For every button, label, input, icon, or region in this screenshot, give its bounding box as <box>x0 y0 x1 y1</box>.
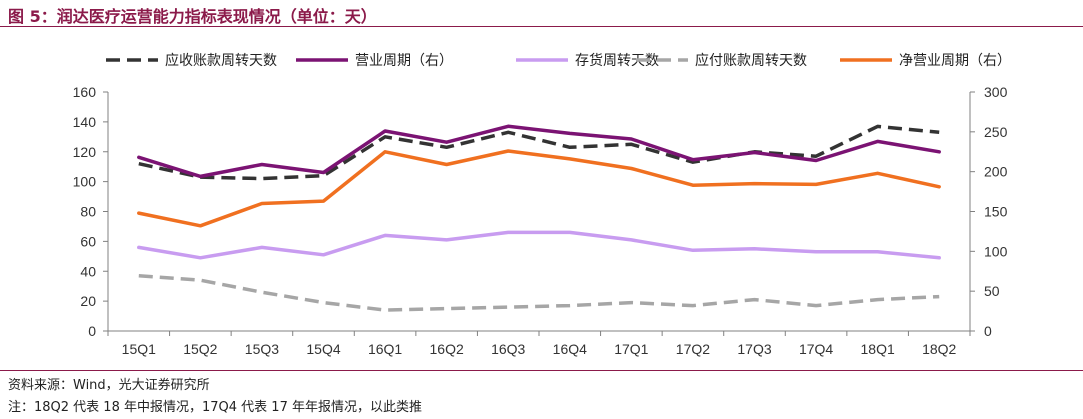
right-tick-label: 200 <box>984 164 1008 180</box>
x-tick-label: 18Q2 <box>922 341 956 357</box>
left-tick-label: 40 <box>80 263 96 279</box>
series-line-3 <box>137 230 941 260</box>
x-tick-label: 16Q1 <box>368 341 402 357</box>
left-tick-label: 20 <box>80 293 96 309</box>
footnote: 注：18Q2 代表 18 年中报情况，17Q4 代表 17 年年报情况，以此类推 <box>8 400 422 415</box>
x-tick-label: 15Q3 <box>245 341 279 357</box>
x-tick-label: 18Q1 <box>861 341 895 357</box>
left-tick-label: 140 <box>73 114 97 130</box>
bottom-rule <box>0 370 1083 371</box>
series-layer <box>137 124 941 312</box>
x-tick-label: 16Q4 <box>553 341 587 357</box>
title-rule <box>0 26 1083 27</box>
series-line-5 <box>137 149 941 228</box>
left-tick-label: 160 <box>73 84 97 100</box>
left-tick-label: 0 <box>88 323 96 339</box>
x-tick-label: 15Q4 <box>306 341 340 357</box>
legend-label: 营业周期（右） <box>355 52 453 68</box>
right-tick-label: 50 <box>984 283 1000 299</box>
legend-label: 存货周转天数 <box>575 52 659 68</box>
right-tick-label: 0 <box>984 323 992 339</box>
right-tick-label: 150 <box>984 204 1008 220</box>
source-note: 资料来源：Wind，光大证券研究所 <box>8 378 210 393</box>
x-tick-label: 16Q2 <box>430 341 464 357</box>
x-tick-label: 15Q1 <box>122 341 156 357</box>
x-tick-label: 15Q2 <box>183 341 217 357</box>
left-tick-label: 60 <box>80 233 96 249</box>
left-tick-label: 120 <box>73 144 97 160</box>
series-line-4 <box>138 273 940 312</box>
legend-label: 应收账款周转天数 <box>165 52 277 68</box>
left-tick-label: 80 <box>80 204 96 220</box>
x-tick-label: 17Q4 <box>799 341 833 357</box>
left-tick-label: 100 <box>73 174 97 190</box>
series-line-1 <box>138 124 940 181</box>
legend-label: 应付账款周转天数 <box>695 52 807 68</box>
figure-title: 图 5：润达医疗运营能力指标表现情况（单位：天） <box>8 7 377 26</box>
legend-label: 净营业周期（右） <box>899 52 1011 68</box>
right-tick-label: 250 <box>984 124 1008 140</box>
right-tick-label: 100 <box>984 243 1008 259</box>
x-tick-label: 17Q2 <box>676 341 710 357</box>
axes: 0 20 40 60 80 100 120 140 160 0 50 100 150 200 250 300 1… <box>73 84 1008 357</box>
x-tick-label: 17Q1 <box>614 341 648 357</box>
x-tick-label: 17Q3 <box>737 341 771 357</box>
x-tick-label: 16Q3 <box>491 341 525 357</box>
right-tick-label: 300 <box>984 84 1008 100</box>
legend: 应收账款周转天数 营业周期（右） 存货周转天数 应付账款周转天数 净营业周期（右） <box>106 52 1011 68</box>
line-chart: 应收账款周转天数 营业周期（右） 存货周转天数 应付账款周转天数 净营业周期（右） 0 2… <box>73 52 1011 357</box>
series-line-2 <box>137 124 941 179</box>
